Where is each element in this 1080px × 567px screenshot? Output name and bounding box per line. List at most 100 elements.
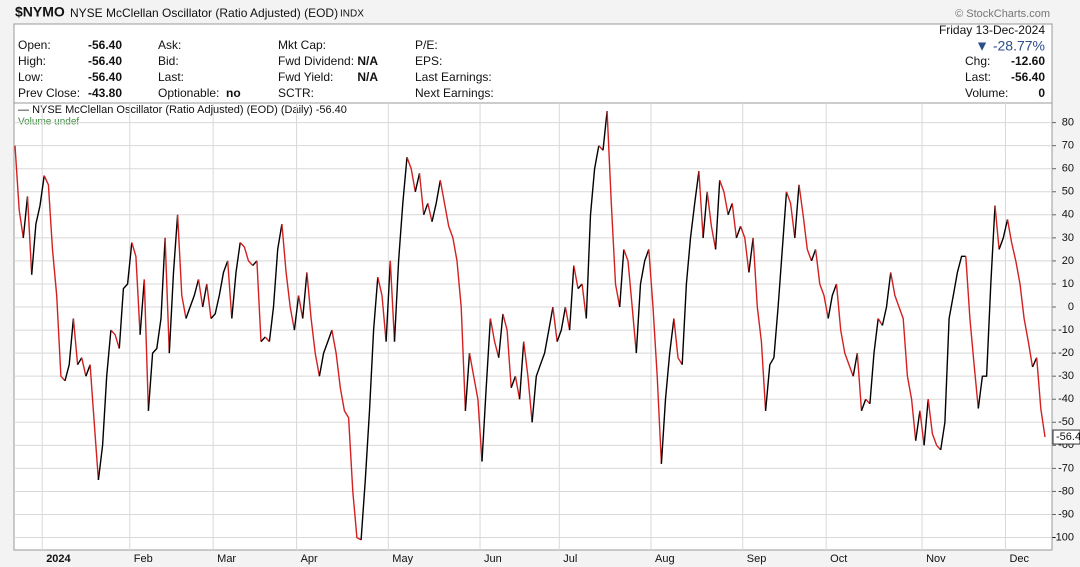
line-up [168, 214, 179, 354]
line-up [85, 364, 91, 377]
line-down [994, 205, 1000, 250]
field-label: Chg: [965, 54, 990, 68]
line-up [64, 318, 75, 381]
exchange: INDX [340, 9, 364, 20]
x-tick-label: Dec [1009, 553, 1029, 565]
line-up [860, 398, 867, 412]
line-down [256, 260, 262, 342]
line-down [623, 249, 637, 354]
field-value: -56.40 [1011, 70, 1045, 84]
line-up [97, 330, 112, 480]
line-down [552, 306, 558, 342]
line-down [306, 272, 321, 377]
line-up [302, 272, 308, 319]
y-tick-label: -10 [1058, 324, 1074, 336]
line-down [877, 318, 884, 326]
plot-area [13, 102, 1053, 551]
line-up [681, 170, 700, 365]
legend-text: NYSE McClellan Oscillator (Ratio Adjuste… [32, 104, 347, 116]
line-up [531, 306, 554, 423]
line-up [360, 277, 379, 540]
y-tick-label: -100 [1052, 531, 1074, 543]
x-tick-label: 2024 [46, 553, 71, 565]
date: Friday 13-Dec-2024 [939, 23, 1045, 37]
x-tick-label: Mar [217, 553, 236, 565]
y-tick-label: 0 [1068, 301, 1074, 313]
line-down [264, 336, 270, 343]
line-down [798, 184, 813, 262]
line-down [14, 145, 24, 239]
line-up [260, 336, 266, 343]
line-down [523, 341, 533, 423]
line-down [814, 249, 829, 319]
line-up [385, 260, 391, 342]
line-down [965, 256, 979, 409]
y-tick-label: 60 [1062, 163, 1074, 175]
line-up [915, 410, 921, 441]
y-tick-label: 30 [1062, 232, 1074, 244]
line-up [602, 111, 608, 151]
field-label: Mkt Cap: [278, 38, 326, 52]
y-tick-label: 10 [1062, 278, 1074, 290]
line-up [735, 226, 742, 239]
line-up [393, 157, 408, 342]
line-down [81, 357, 87, 377]
line-down [206, 283, 212, 319]
line-up [1031, 357, 1038, 368]
field-value: no [226, 86, 241, 100]
line-down [110, 329, 120, 349]
line-up [881, 272, 892, 326]
line-down [502, 313, 512, 388]
line-up [139, 279, 145, 335]
field-label: Next Earnings: [415, 86, 494, 100]
field-value: -56.40 [88, 54, 122, 68]
line-down [785, 191, 796, 238]
line-up [764, 191, 788, 411]
line-down [439, 180, 467, 411]
line-down [719, 179, 729, 215]
line-up [940, 255, 966, 451]
last-value-label: -56.4 [1056, 431, 1080, 443]
line-down [564, 306, 571, 331]
line-down [418, 173, 425, 215]
line-down [514, 376, 521, 400]
x-tick-label: Jun [484, 553, 502, 565]
line-up [464, 353, 471, 411]
line-up [118, 242, 133, 349]
field-label: Prev Close: [18, 86, 80, 100]
field-value: 0 [1038, 86, 1045, 100]
line-down [835, 283, 854, 377]
line-down [489, 318, 500, 358]
field-value: -12.60 [1011, 54, 1045, 68]
field-label: EPS: [415, 54, 442, 68]
line-down [698, 170, 704, 238]
field-value: -43.80 [88, 86, 122, 100]
field-value: -56.40 [88, 70, 122, 84]
line-up [202, 283, 208, 308]
line-down [573, 265, 579, 289]
line-up [31, 175, 45, 275]
line-down [752, 237, 767, 411]
field-label: Last: [158, 70, 184, 84]
line-up [635, 249, 650, 354]
field-value: N/A [357, 54, 378, 68]
line-down [739, 226, 750, 273]
line-up [998, 219, 1009, 250]
field-label: Low: [18, 70, 43, 84]
line-down [427, 203, 433, 222]
y-tick-label: -20 [1058, 347, 1074, 359]
line-up [510, 375, 517, 388]
field-label: Volume: [965, 86, 1008, 100]
line-down [890, 272, 917, 441]
security-name: NYSE McClellan Oscillator (Ratio Adjuste… [70, 6, 338, 20]
line-down [606, 111, 621, 308]
line-down [1006, 219, 1034, 368]
line-down [72, 318, 79, 365]
line-down [865, 398, 871, 405]
y-tick-label: 20 [1062, 255, 1074, 267]
y-tick-label: -40 [1058, 393, 1074, 405]
field-label: High: [18, 54, 46, 68]
x-tick-label: Aug [655, 553, 675, 565]
